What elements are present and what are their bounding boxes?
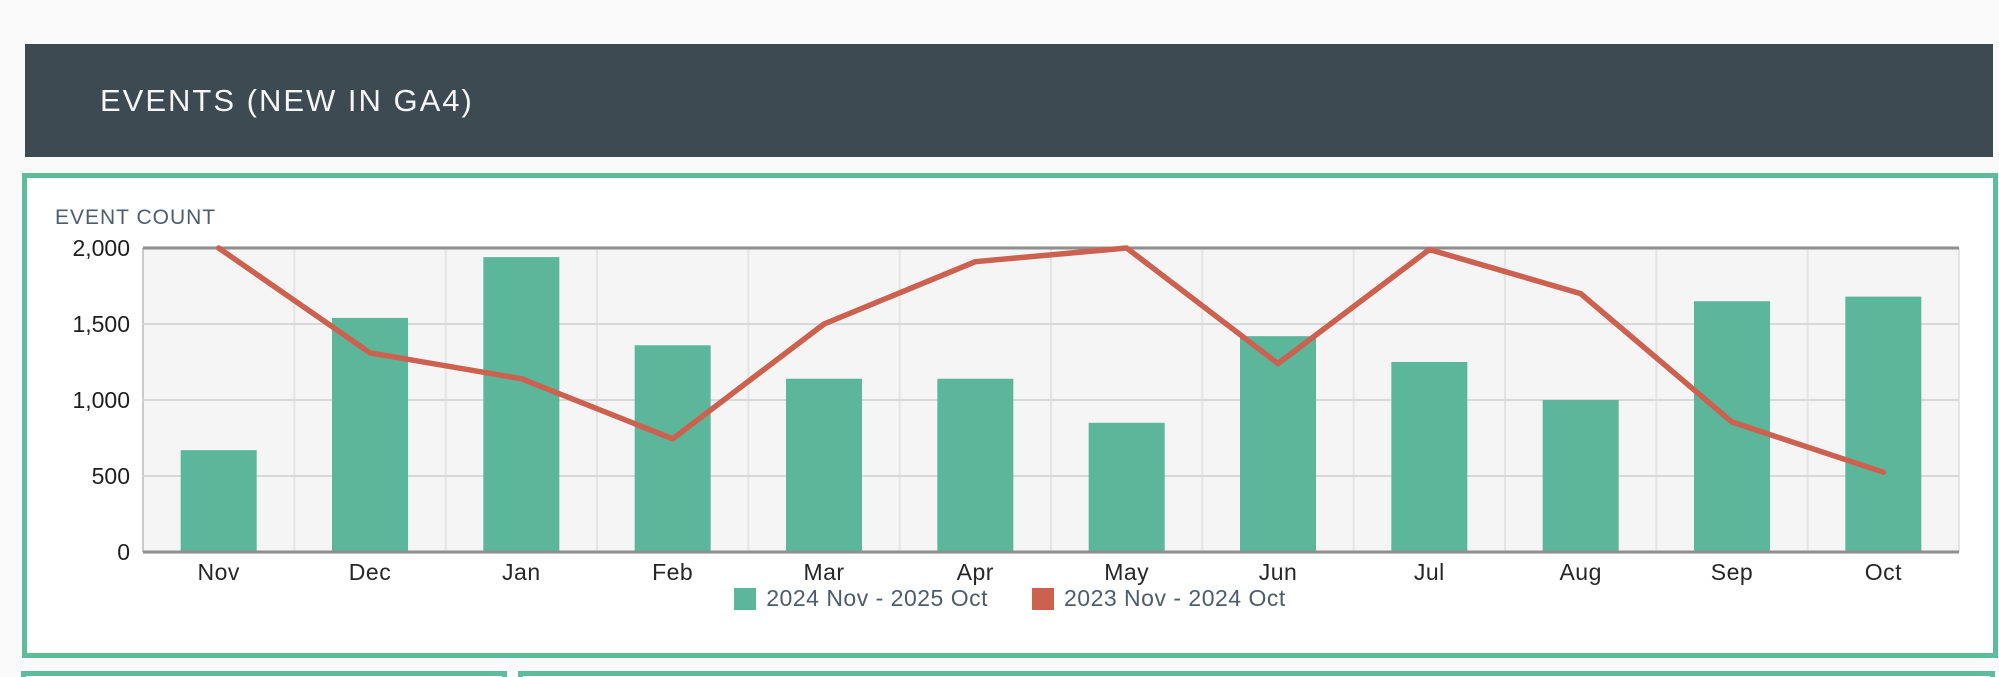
bottom-right-panel [518, 671, 1995, 677]
legend-swatch-line-series [1032, 587, 1054, 610]
legend-label-bar-series: 2024 Nov - 2025 Oct [766, 585, 988, 611]
legend-item-line-series[interactable]: 2023 Nov - 2024 Oct [1032, 585, 1286, 612]
legend-swatch-bar-series [734, 587, 757, 610]
chart-title: EVENT COUNT [55, 206, 217, 229]
section-title: EVENTS (NEW IN GA4) [100, 82, 474, 118]
section-header-bar: EVENTS (NEW IN GA4) [25, 44, 1993, 157]
bottom-left-panel [21, 671, 507, 677]
chart-legend: 2024 Nov - 2025 Oct 2023 Nov - 2024 Oct [27, 585, 1993, 612]
events-chart-panel: EVENT COUNT 2024 Nov - 2025 Oct 2023 Nov… [22, 173, 1998, 658]
legend-item-bar-series[interactable]: 2024 Nov - 2025 Oct [734, 585, 988, 612]
legend-label-line-series: 2023 Nov - 2024 Oct [1064, 585, 1286, 611]
